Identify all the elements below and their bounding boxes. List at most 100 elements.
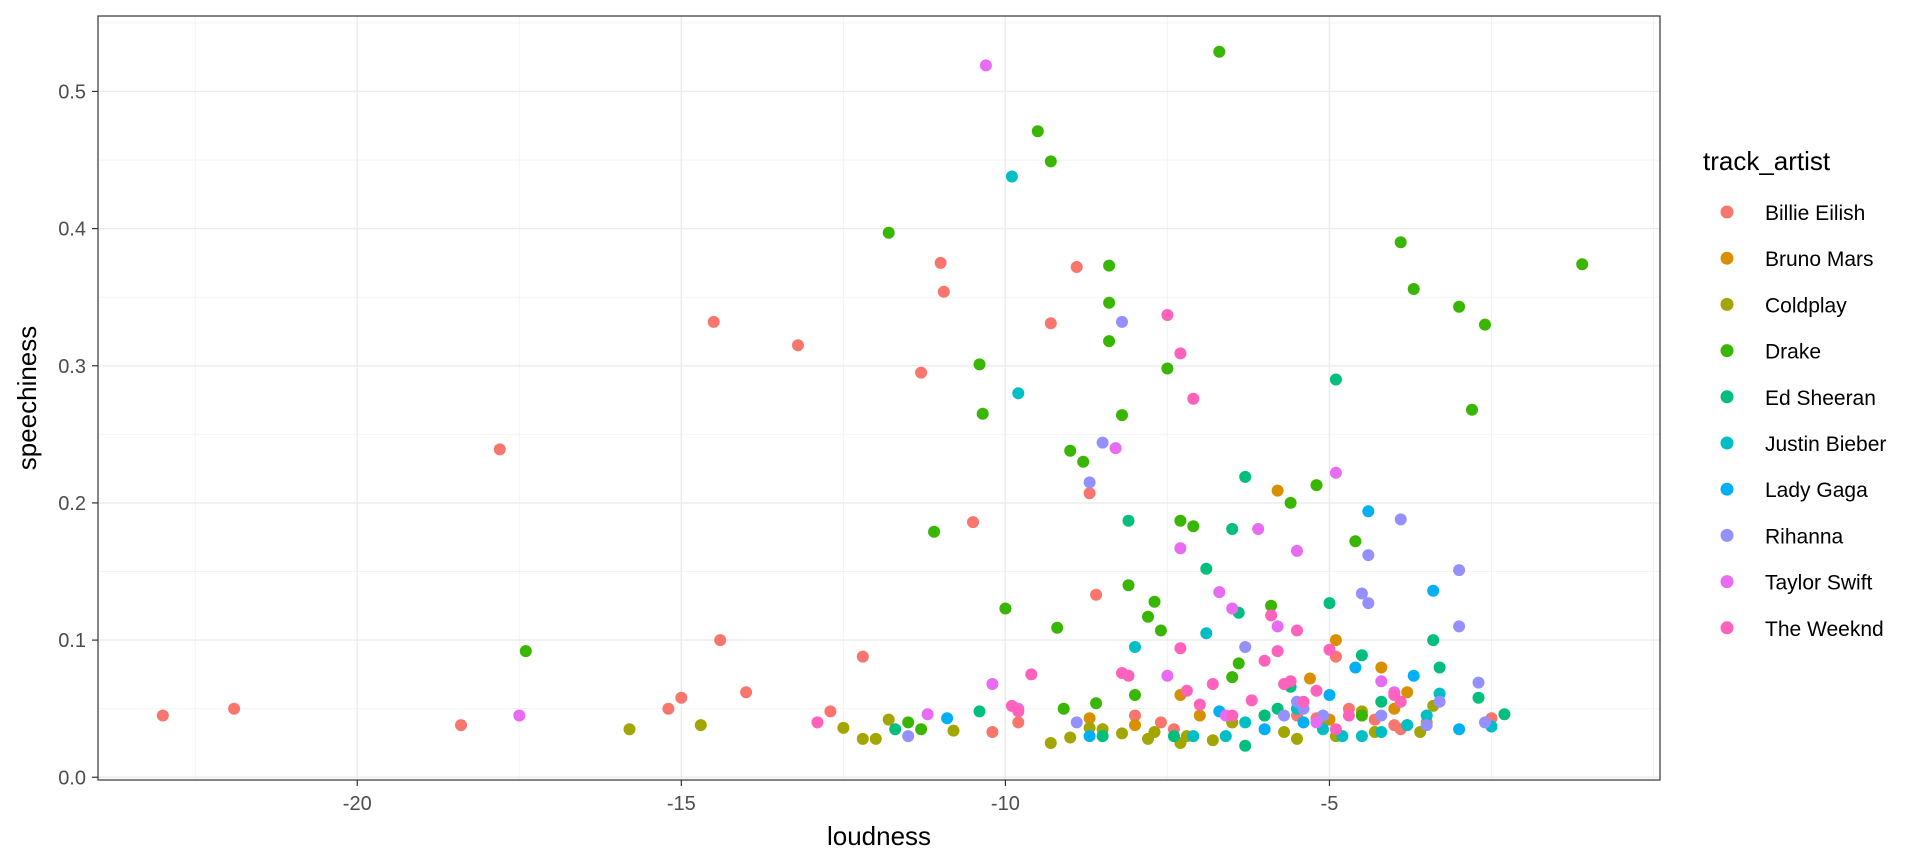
data-point: [1012, 716, 1025, 729]
data-point: [694, 719, 707, 732]
data-point: [1161, 669, 1174, 682]
data-point: [1433, 687, 1446, 700]
data-point: [1427, 634, 1440, 647]
data-point: [979, 59, 992, 72]
data-point: [1576, 258, 1589, 271]
data-point: [1453, 723, 1466, 736]
data-point: [1362, 549, 1375, 562]
data-point: [1070, 716, 1083, 729]
data-point: [869, 732, 882, 745]
data-point: [1284, 496, 1297, 509]
data-point: [1375, 661, 1388, 674]
x-tick-label: -15: [667, 793, 696, 815]
data-point: [1265, 599, 1278, 612]
data-point: [1355, 649, 1368, 662]
data-point: [882, 226, 895, 239]
data-point: [1394, 695, 1407, 708]
legend-key: [1720, 390, 1734, 404]
data-point: [1265, 609, 1278, 622]
data-point: [1375, 695, 1388, 708]
legend-label: Bruno Mars: [1765, 248, 1874, 271]
data-point: [1498, 708, 1511, 721]
data-point: [1453, 564, 1466, 577]
legend-key: [1720, 297, 1734, 311]
legend-label: Billie Eilish: [1765, 202, 1865, 225]
data-point: [1096, 436, 1109, 449]
data-point: [156, 709, 169, 722]
legend-key: [1720, 575, 1734, 589]
data-point: [1083, 476, 1096, 489]
data-point: [902, 730, 915, 743]
data-point: [1219, 730, 1232, 743]
data-point: [1025, 668, 1038, 681]
data-point: [947, 724, 960, 737]
x-axis-ticks: -20 -15 -10 -5: [343, 780, 1339, 815]
data-point: [1284, 675, 1297, 688]
legend-title: track_artist: [1703, 146, 1831, 176]
data-point: [1310, 479, 1323, 492]
data-point: [1109, 442, 1122, 455]
data-point: [1401, 686, 1414, 699]
y-tick-label: 0.0: [58, 767, 86, 789]
legend-key: [1720, 205, 1734, 219]
data-point: [824, 705, 837, 718]
data-point: [1206, 678, 1219, 690]
data-point: [882, 713, 895, 726]
data-point: [1291, 624, 1303, 637]
data-point: [1051, 621, 1064, 634]
data-point: [1479, 318, 1491, 331]
data-point: [1174, 347, 1187, 360]
data-point: [1174, 514, 1187, 527]
data-point: [856, 650, 869, 663]
y-axis-title: speechiness: [12, 326, 42, 471]
data-point: [1096, 730, 1109, 743]
data-point: [1407, 669, 1420, 682]
y-tick-label: 0.4: [58, 219, 86, 241]
data-point: [740, 686, 753, 699]
data-point: [675, 691, 688, 704]
data-point: [1278, 709, 1291, 722]
data-point: [1239, 739, 1252, 752]
x-tick-label: -20: [343, 793, 372, 815]
legend-label: Lady Gaga: [1765, 479, 1868, 502]
data-point: [1167, 730, 1180, 743]
data-points: [156, 45, 1589, 752]
data-point: [1187, 520, 1200, 533]
panel-border: [97, 15, 1661, 781]
data-point: [986, 726, 999, 738]
data-point: [1472, 676, 1485, 689]
data-point: [513, 709, 526, 722]
data-point: [1271, 620, 1284, 633]
x-tick-label: -10: [991, 793, 1020, 815]
data-point: [1323, 597, 1336, 610]
data-point: [1310, 684, 1323, 697]
data-point: [1122, 514, 1135, 527]
data-point: [1433, 695, 1446, 708]
data-point: [1064, 731, 1077, 744]
data-point: [1342, 709, 1355, 722]
data-point: [1232, 657, 1245, 670]
legend-key: [1720, 251, 1734, 265]
data-point: [1180, 684, 1193, 697]
data-point: [228, 702, 241, 715]
data-point: [1083, 487, 1096, 500]
data-point: [1239, 716, 1252, 729]
data-point: [1329, 723, 1342, 736]
data-point: [1420, 709, 1433, 722]
data-point: [1031, 125, 1044, 138]
data-point: [1329, 466, 1342, 479]
data-point: [915, 366, 928, 379]
data-point: [976, 407, 989, 420]
data-point: [1083, 721, 1096, 734]
data-point: [1116, 315, 1128, 328]
data-point: [1083, 730, 1096, 743]
data-point: [1304, 672, 1316, 685]
legend-label: Drake: [1765, 341, 1821, 364]
data-point: [1453, 300, 1466, 313]
x-tick-label: -5: [1321, 793, 1339, 815]
data-point: [1012, 387, 1025, 400]
data-point: [1453, 620, 1466, 633]
data-point: [1057, 702, 1070, 715]
data-point: [1427, 584, 1440, 597]
